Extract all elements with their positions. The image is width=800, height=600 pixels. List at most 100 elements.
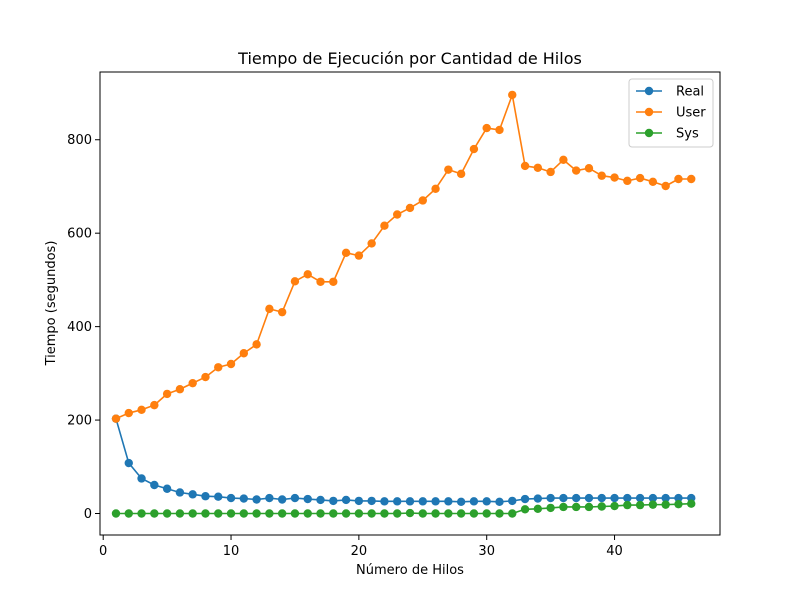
sys-data-point [188, 509, 197, 518]
real-data-point [431, 497, 440, 506]
sys-data-point [341, 509, 351, 518]
user-data-point [520, 161, 530, 171]
real-data-point [239, 494, 249, 503]
legend-marker-user [644, 107, 654, 117]
chart-title: Tiempo de Ejecución por Cantidad de Hilo… [237, 49, 582, 68]
sys-data-point [559, 502, 568, 512]
sys-data-point [533, 504, 543, 514]
user-data-point [635, 173, 645, 183]
real-data-point [597, 493, 606, 503]
user-data-point [597, 171, 606, 180]
user-data-point [265, 304, 274, 314]
real-data-point [214, 492, 223, 501]
legend: Real User Sys [628, 78, 714, 148]
sys-data-point [226, 509, 236, 518]
sys-data-point [354, 509, 364, 518]
user-data-point [252, 340, 261, 349]
x-tick-label: 30 [478, 544, 495, 559]
real-data-point [303, 494, 312, 504]
sys-data-point [265, 509, 274, 518]
real-data-point [201, 492, 210, 501]
sys-data-point [674, 499, 683, 509]
real-data-point [162, 484, 172, 493]
user-data-point [354, 251, 364, 260]
user-data-point [329, 277, 338, 286]
sys-data-point [393, 509, 402, 518]
series-real [111, 414, 696, 507]
user-data-point [226, 359, 236, 369]
user-data-point [111, 414, 121, 423]
sys-data-point [290, 509, 300, 518]
real-data-point [559, 493, 568, 503]
real-data-point [265, 493, 274, 503]
sys-data-point [661, 500, 670, 509]
sys-data-point [431, 509, 440, 518]
sys-data-point [201, 509, 210, 518]
real-data-point [495, 497, 504, 507]
real-data-point [290, 493, 300, 503]
user-data-point [456, 169, 466, 179]
real-data-point [648, 493, 658, 503]
x-axis-label: Número de Hilos [356, 563, 464, 578]
real-data-point [137, 474, 146, 483]
user-data-point [239, 349, 249, 358]
real-data-point [456, 497, 466, 507]
user-data-point [162, 389, 172, 399]
sys-data-point [495, 509, 504, 518]
user-data-point [214, 363, 223, 372]
user-data-point [341, 248, 351, 258]
user-data-point [546, 167, 555, 177]
y-tick-label: 200 [67, 414, 92, 429]
sys-data-point [405, 508, 415, 518]
sys-data-point [482, 509, 491, 518]
y-tick-label: 600 [67, 227, 92, 242]
sys-data-point [162, 509, 172, 518]
sys-data-point [239, 509, 249, 518]
y-axis-label: Tiempo (segundos) [44, 241, 59, 367]
real-data-point [674, 493, 683, 503]
sys-data-point [367, 509, 376, 518]
sys-data-point [124, 509, 133, 518]
real-data-point [418, 497, 427, 506]
y-tick-label: 0 [84, 507, 92, 522]
user-data-point [571, 166, 581, 175]
x-tick-label: 10 [223, 544, 240, 559]
series-user [111, 90, 696, 423]
user-data-point [290, 277, 300, 286]
sys-data-point [648, 500, 658, 509]
user-data-point [188, 378, 197, 388]
user-data-point [150, 400, 159, 410]
x-tick-label: 20 [351, 544, 368, 559]
legend-marker-real [644, 86, 654, 96]
user-data-point [623, 176, 632, 186]
real-data-point [393, 497, 402, 506]
y-tick-label: 800 [67, 133, 92, 148]
real-data-point [252, 495, 261, 504]
sys-data-point [329, 509, 338, 518]
user-data-point [444, 165, 453, 174]
sys-data-point [635, 500, 645, 510]
user-data-point [508, 90, 517, 100]
real-data-point [329, 496, 338, 506]
real-data-point [277, 495, 287, 504]
sys-data-point [137, 509, 146, 518]
legend-label-user: User [676, 106, 706, 121]
user-data-point [405, 203, 415, 213]
series-sys [111, 499, 696, 518]
sys-data-point [520, 505, 530, 514]
real-data-point [546, 493, 555, 503]
legend-label-sys: Sys [676, 127, 699, 142]
user-data-point [687, 174, 696, 184]
user-data-point [418, 196, 427, 205]
user-data-point [648, 177, 658, 186]
user-data-point [380, 221, 389, 230]
real-data-point [341, 495, 351, 505]
real-data-point [635, 493, 645, 503]
user-data-point [393, 210, 402, 219]
sys-data-point [418, 509, 427, 518]
real-data-point [661, 493, 670, 503]
real-data-point [469, 497, 479, 506]
x-tick-label: 0 [99, 544, 107, 559]
